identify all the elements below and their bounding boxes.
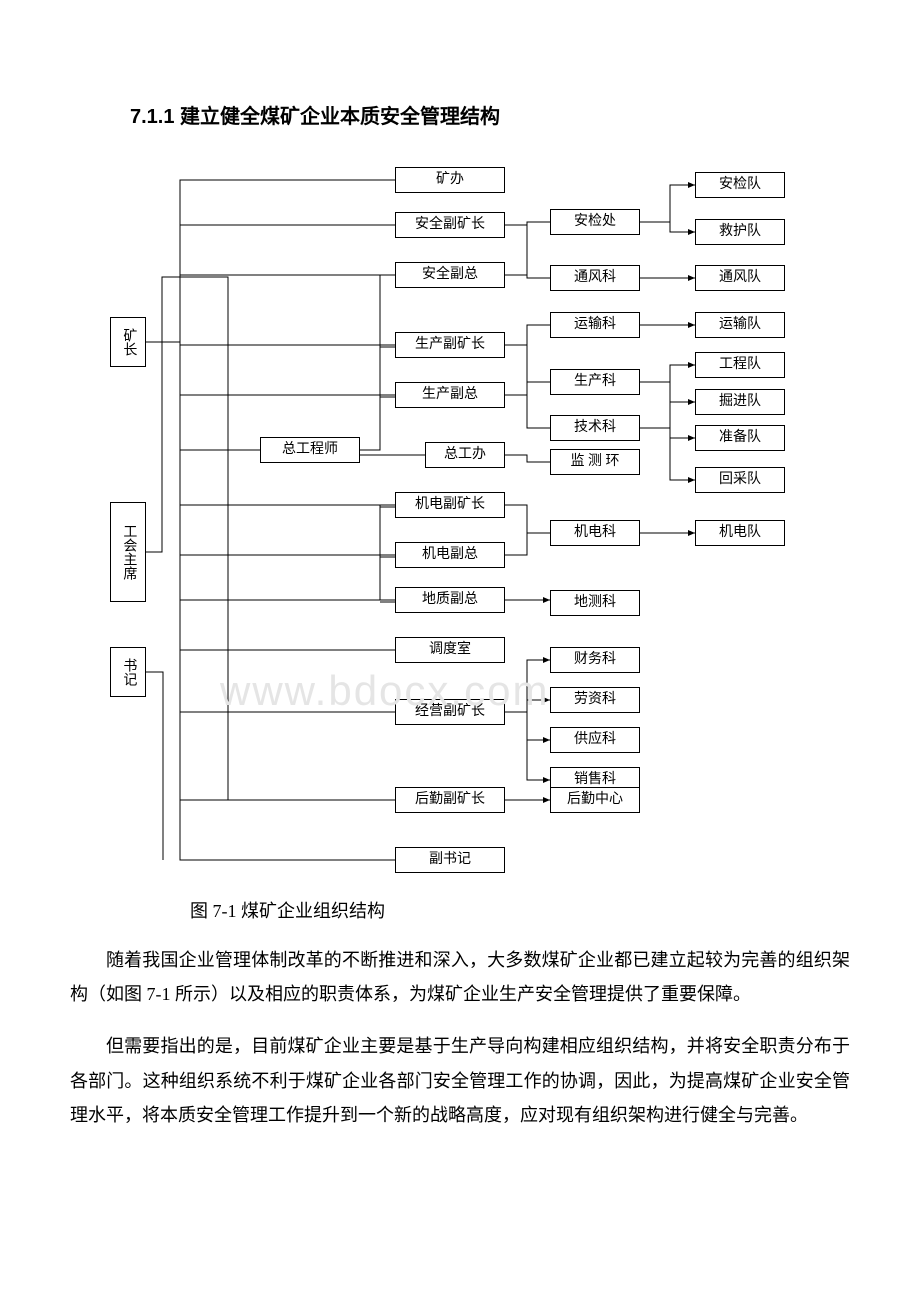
node-tongfengdui: 通风队 (695, 265, 785, 291)
node-zonggongban: 总工办 (425, 442, 505, 468)
node-jidianfz: 机电副总 (395, 542, 505, 568)
node-anquanfz: 安全副总 (395, 262, 505, 288)
node-laozike: 劳资科 (550, 687, 640, 713)
node-dizhifz: 地质副总 (395, 587, 505, 613)
figure-caption: 图 7-1 煤矿企业组织结构 (190, 897, 850, 923)
node-yunshuke: 运输科 (550, 312, 640, 338)
node-zonggong: 总工程师 (260, 437, 360, 463)
org-chart-diagram: 矿长工会主席书记 总工程师 矿办安全副矿长安全副总生产副矿长生产副总总工办机电副矿长… (70, 147, 850, 887)
node-jiuhudui: 救护队 (695, 219, 785, 245)
node-zhunbeidui: 准备队 (695, 425, 785, 451)
node-huicaidui: 回采队 (695, 467, 785, 493)
node-jiancehuanke: 监 测 环 (550, 449, 640, 475)
node-shuji: 书记 (110, 647, 146, 697)
node-tongfengke: 通风科 (550, 265, 640, 291)
node-gonghui: 工会主席 (110, 502, 146, 602)
node-jidiandui: 机电队 (695, 520, 785, 546)
node-diceke: 地测科 (550, 590, 640, 616)
node-jidianke: 机电科 (550, 520, 640, 546)
node-gongchengdui: 工程队 (695, 352, 785, 378)
node-kuangzhang: 矿长 (110, 317, 146, 367)
node-houqinfkz: 后勤副矿长 (395, 787, 505, 813)
node-diaodushi: 调度室 (395, 637, 505, 663)
node-shengchanfz: 生产副总 (395, 382, 505, 408)
node-anquanfkz: 安全副矿长 (395, 212, 505, 238)
paragraph-1: 随着我国企业管理体制改革的不断推进和深入，大多数煤矿企业都已建立起较为完善的组织… (70, 943, 850, 1011)
node-yunshudui: 运输队 (695, 312, 785, 338)
node-anjiandui: 安检队 (695, 172, 785, 198)
node-shengchanke: 生产科 (550, 369, 640, 395)
node-kuangban: 矿办 (395, 167, 505, 193)
node-jidianfkz: 机电副矿长 (395, 492, 505, 518)
node-jingyingfkz: 经营副矿长 (395, 699, 505, 725)
node-gongyingke: 供应科 (550, 727, 640, 753)
paragraph-2: 但需要指出的是，目前煤矿企业主要是基于生产导向构建相应组织结构，并将安全职责分布… (70, 1029, 850, 1132)
node-anjianchu: 安检处 (550, 209, 640, 235)
node-houqinzhongxin: 后勤中心 (550, 787, 640, 813)
node-fushuji: 副书记 (395, 847, 505, 873)
node-caiwuke: 财务科 (550, 647, 640, 673)
node-shengchanfkz: 生产副矿长 (395, 332, 505, 358)
node-jishuke: 技术科 (550, 415, 640, 441)
node-juejindui: 掘进队 (695, 389, 785, 415)
section-title: 7.1.1 建立健全煤矿企业本质安全管理结构 (130, 100, 850, 129)
